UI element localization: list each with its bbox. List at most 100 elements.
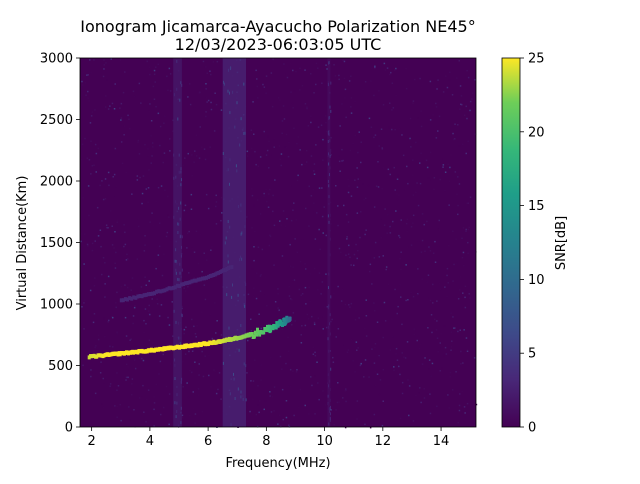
- noise-pixel: [457, 124, 459, 126]
- noise-pixel: [343, 77, 346, 80]
- noise-pixel: [305, 149, 308, 152]
- noise-pixel: [430, 375, 432, 377]
- noise-pixel: [252, 101, 254, 103]
- noise-pixel: [189, 154, 192, 156]
- echo-point: [167, 286, 171, 291]
- noise-pixel: [210, 73, 212, 76]
- noise-pixel: [107, 227, 109, 229]
- noise-pixel: [420, 110, 422, 112]
- noise-pixel: [120, 285, 123, 288]
- noise-pixel: [112, 346, 114, 348]
- interference-pixel: [235, 164, 237, 168]
- noise-pixel: [266, 149, 269, 152]
- noise-pixel: [125, 363, 128, 366]
- noise-pixel: [168, 393, 171, 395]
- noise-pixel: [293, 90, 296, 92]
- noise-pixel: [346, 236, 348, 238]
- noise-pixel: [306, 106, 308, 108]
- noise-pixel: [394, 128, 396, 131]
- noise-pixel: [310, 376, 312, 378]
- noise-pixel: [465, 228, 467, 231]
- noise-pixel: [84, 82, 87, 84]
- noise-pixel: [325, 326, 328, 329]
- noise-pixel: [346, 238, 348, 240]
- noise-pixel: [273, 410, 275, 412]
- noise-pixel: [333, 423, 335, 426]
- noise-pixel: [439, 347, 441, 349]
- noise-pixel: [436, 300, 438, 302]
- noise-pixel: [437, 245, 440, 247]
- echo-point: [205, 275, 208, 280]
- noise-pixel: [313, 323, 316, 326]
- interference-pixel: [227, 168, 229, 172]
- noise-pixel: [399, 417, 402, 420]
- noise-pixel: [255, 272, 258, 274]
- noise-pixel: [133, 95, 136, 98]
- interference-pixel: [329, 166, 331, 170]
- noise-pixel: [350, 112, 353, 114]
- echo-point: [134, 295, 138, 300]
- interference-pixel: [328, 386, 330, 389]
- noise-pixel: [205, 88, 207, 90]
- noise-pixel: [406, 246, 409, 248]
- colorbar-tick-label: 20: [528, 125, 545, 140]
- noise-pixel: [348, 209, 351, 212]
- noise-pixel: [263, 195, 265, 197]
- noise-pixel: [183, 287, 185, 289]
- interference-pixel: [173, 215, 175, 219]
- noise-pixel: [157, 112, 160, 115]
- noise-pixel: [148, 304, 150, 307]
- noise-pixel: [93, 164, 95, 166]
- interference-pixel: [244, 131, 246, 135]
- noise-pixel: [458, 404, 461, 407]
- noise-pixel: [133, 306, 136, 309]
- noise-pixel: [155, 200, 157, 203]
- noise-pixel: [410, 244, 413, 246]
- interference-pixel: [173, 176, 175, 180]
- noise-pixel: [292, 266, 294, 268]
- noise-pixel: [193, 161, 195, 163]
- noise-pixel: [323, 206, 325, 208]
- noise-pixel: [149, 313, 151, 316]
- noise-pixel: [111, 225, 113, 227]
- noise-pixel: [187, 96, 189, 98]
- noise-pixel: [340, 251, 342, 254]
- interference-pixel: [229, 111, 231, 115]
- noise-pixel: [452, 280, 454, 282]
- noise-pixel: [299, 388, 302, 391]
- noise-pixel: [385, 266, 388, 268]
- noise-pixel: [104, 178, 107, 180]
- noise-pixel: [114, 267, 117, 269]
- noise-pixel: [445, 353, 448, 355]
- interference-pixel: [177, 277, 179, 281]
- noise-pixel: [101, 273, 103, 276]
- noise-pixel: [194, 413, 197, 415]
- noise-pixel: [446, 274, 448, 277]
- noise-pixel: [81, 84, 84, 86]
- noise-pixel: [313, 170, 315, 172]
- noise-pixel: [147, 187, 150, 189]
- noise-pixel: [432, 283, 434, 286]
- noise-pixel: [427, 177, 430, 179]
- noise-pixel: [407, 379, 409, 381]
- noise-pixel: [284, 146, 286, 148]
- noise-pixel: [189, 414, 191, 417]
- noise-pixel: [341, 103, 343, 105]
- noise-pixel: [404, 357, 407, 359]
- noise-pixel: [354, 371, 356, 373]
- noise-pixel: [163, 122, 165, 124]
- interference-pixel: [234, 125, 236, 129]
- noise-pixel: [297, 174, 299, 177]
- noise-pixel: [277, 97, 280, 99]
- noise-pixel: [204, 158, 207, 161]
- noise-pixel: [196, 324, 198, 327]
- interference-pixel: [173, 93, 175, 97]
- noise-pixel: [436, 337, 439, 339]
- noise-pixel: [453, 166, 455, 168]
- noise-pixel: [280, 153, 283, 155]
- interference-pixel: [227, 220, 229, 223]
- noise-pixel: [370, 257, 373, 259]
- interference-pixel: [229, 392, 231, 396]
- noise-pixel: [354, 319, 357, 321]
- noise-pixel: [309, 273, 311, 275]
